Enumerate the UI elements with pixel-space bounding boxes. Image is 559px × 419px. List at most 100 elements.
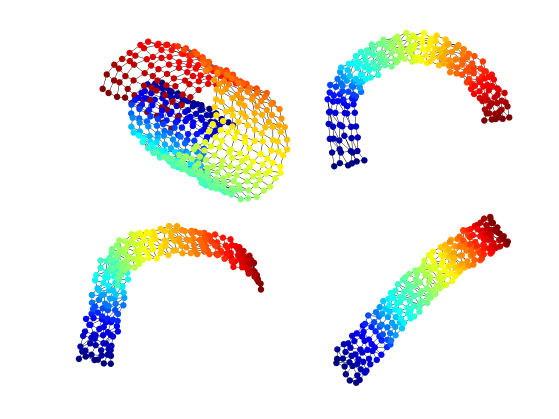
swiss-roll-node xyxy=(174,92,181,100)
embedding-3-node xyxy=(442,281,450,289)
embedding-3-node xyxy=(385,295,392,303)
swiss-roll-node xyxy=(169,155,176,162)
embedding-3-node xyxy=(451,254,458,262)
embedding-2-node xyxy=(188,230,196,237)
embedding-1-node xyxy=(501,89,508,97)
swiss-roll-node xyxy=(275,122,283,129)
embedding-1-node xyxy=(486,110,493,117)
embedding-2-node xyxy=(99,313,106,320)
embedding-1-node xyxy=(398,44,405,51)
embedding-3-node xyxy=(380,297,387,305)
embedding-2-node xyxy=(224,244,231,251)
swiss-roll-node xyxy=(241,133,249,141)
swiss-roll-node xyxy=(153,87,160,94)
swiss-roll-node xyxy=(160,132,168,139)
embedding-1-node xyxy=(440,60,447,67)
swiss-roll-node xyxy=(265,118,273,125)
swiss-roll-node xyxy=(192,65,200,72)
swiss-roll-node xyxy=(193,50,201,58)
swiss-roll-node xyxy=(197,106,204,114)
embedding-1-node xyxy=(433,32,440,39)
embedding-3-node xyxy=(480,215,488,222)
embedding-2-node xyxy=(219,234,227,241)
embedding-2-node xyxy=(97,257,104,264)
embedding-3-node xyxy=(342,371,350,378)
embedding-1-node xyxy=(479,58,487,65)
swiss-roll-node xyxy=(240,80,247,87)
embedding-2-node xyxy=(170,247,177,254)
embedding-1-node xyxy=(363,47,371,54)
swiss-roll-node xyxy=(130,77,137,84)
embedding-2-node xyxy=(88,351,95,358)
swiss-roll-node xyxy=(139,138,146,146)
embedding-2-node xyxy=(81,328,89,335)
embedding-1-node xyxy=(338,64,345,71)
embedding-panel-bottom-right xyxy=(333,213,512,386)
swiss-roll-node xyxy=(267,183,274,190)
swiss-roll-node xyxy=(219,157,226,164)
embedding-3-node xyxy=(376,303,383,311)
swiss-roll-node xyxy=(225,171,232,179)
swiss-roll-node xyxy=(174,43,182,50)
swiss-roll-node xyxy=(161,92,169,99)
embedding-2-node xyxy=(99,332,107,339)
swiss-roll-node xyxy=(181,77,189,84)
embedding-2-node xyxy=(238,264,246,271)
swiss-roll-node xyxy=(238,109,245,117)
embedding-2-node xyxy=(208,238,215,245)
embedding-2-node xyxy=(131,264,138,271)
swiss-roll-node xyxy=(204,168,212,176)
embedding-3-node xyxy=(445,263,453,270)
swiss-roll-node xyxy=(188,155,196,163)
swiss-roll-node xyxy=(226,163,234,170)
embedding-2-node xyxy=(105,302,112,310)
embedding-1-node xyxy=(418,35,426,43)
embedding-3-node xyxy=(368,323,375,331)
embedding-2-node xyxy=(90,314,97,322)
embedding-2-node xyxy=(228,258,236,265)
swiss-roll-node xyxy=(143,118,151,125)
embedding-3-node xyxy=(463,247,470,254)
swiss-roll-node xyxy=(155,65,162,73)
swiss-roll-node xyxy=(277,163,284,170)
embedding-3-node xyxy=(489,219,497,227)
embedding-3-node xyxy=(346,377,353,384)
swiss-roll-node xyxy=(130,61,138,68)
swiss-roll-node xyxy=(126,49,133,57)
swiss-roll-node xyxy=(184,130,192,138)
embedding-1-node xyxy=(460,46,468,53)
swiss-roll-node xyxy=(143,56,150,63)
embedding-2-node xyxy=(82,315,90,323)
swiss-roll-node xyxy=(235,79,242,87)
embedding-1-node xyxy=(445,40,452,47)
swiss-roll-node xyxy=(154,115,162,123)
swiss-roll-node xyxy=(211,103,218,111)
embedding-3-node xyxy=(496,243,504,250)
swiss-roll-node xyxy=(182,117,189,125)
swiss-roll-node xyxy=(234,164,242,172)
swiss-roll-node xyxy=(146,96,153,104)
embedding-1-node xyxy=(490,76,498,83)
embedding-3-node xyxy=(457,242,464,250)
embedding-1-node xyxy=(432,38,439,45)
swiss-roll-node xyxy=(196,170,203,177)
embedding-3-node xyxy=(355,356,362,363)
embedding-3-node xyxy=(351,337,358,345)
embedding-1-node xyxy=(341,132,348,139)
embedding-panel-top-right xyxy=(324,29,513,170)
embedding-1-node xyxy=(471,82,479,89)
swiss-roll-node xyxy=(129,114,136,121)
swiss-roll-node xyxy=(275,148,282,155)
embedding-3-node xyxy=(384,324,391,331)
swiss-roll-node xyxy=(149,53,157,61)
embedding-1-node xyxy=(325,109,333,116)
embedding-3-nodes xyxy=(333,213,512,386)
embedding-1-node xyxy=(339,88,346,95)
swiss-roll-node xyxy=(192,110,200,118)
swiss-roll-node xyxy=(241,102,248,109)
embedding-1-node xyxy=(489,82,496,90)
embedding-2-node xyxy=(92,271,100,279)
swiss-roll-node xyxy=(225,149,233,156)
embedding-3-node xyxy=(365,312,372,319)
swiss-roll-node xyxy=(186,80,193,88)
